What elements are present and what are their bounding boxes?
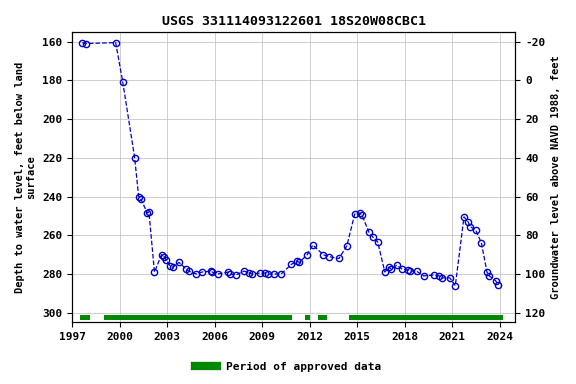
Bar	[80, 315, 89, 320]
Title: USGS 331114093122601 18S20W08CBC1: USGS 331114093122601 18S20W08CBC1	[162, 15, 426, 28]
Y-axis label: Groundwater level above NAVD 1988, feet: Groundwater level above NAVD 1988, feet	[551, 55, 561, 299]
Bar	[305, 315, 310, 320]
Y-axis label: Depth to water level, feet below land
surface: Depth to water level, feet below land su…	[15, 61, 37, 293]
Bar	[317, 315, 327, 320]
Bar	[104, 315, 292, 320]
Legend: Period of approved data: Period of approved data	[191, 358, 385, 377]
Bar	[349, 315, 503, 320]
